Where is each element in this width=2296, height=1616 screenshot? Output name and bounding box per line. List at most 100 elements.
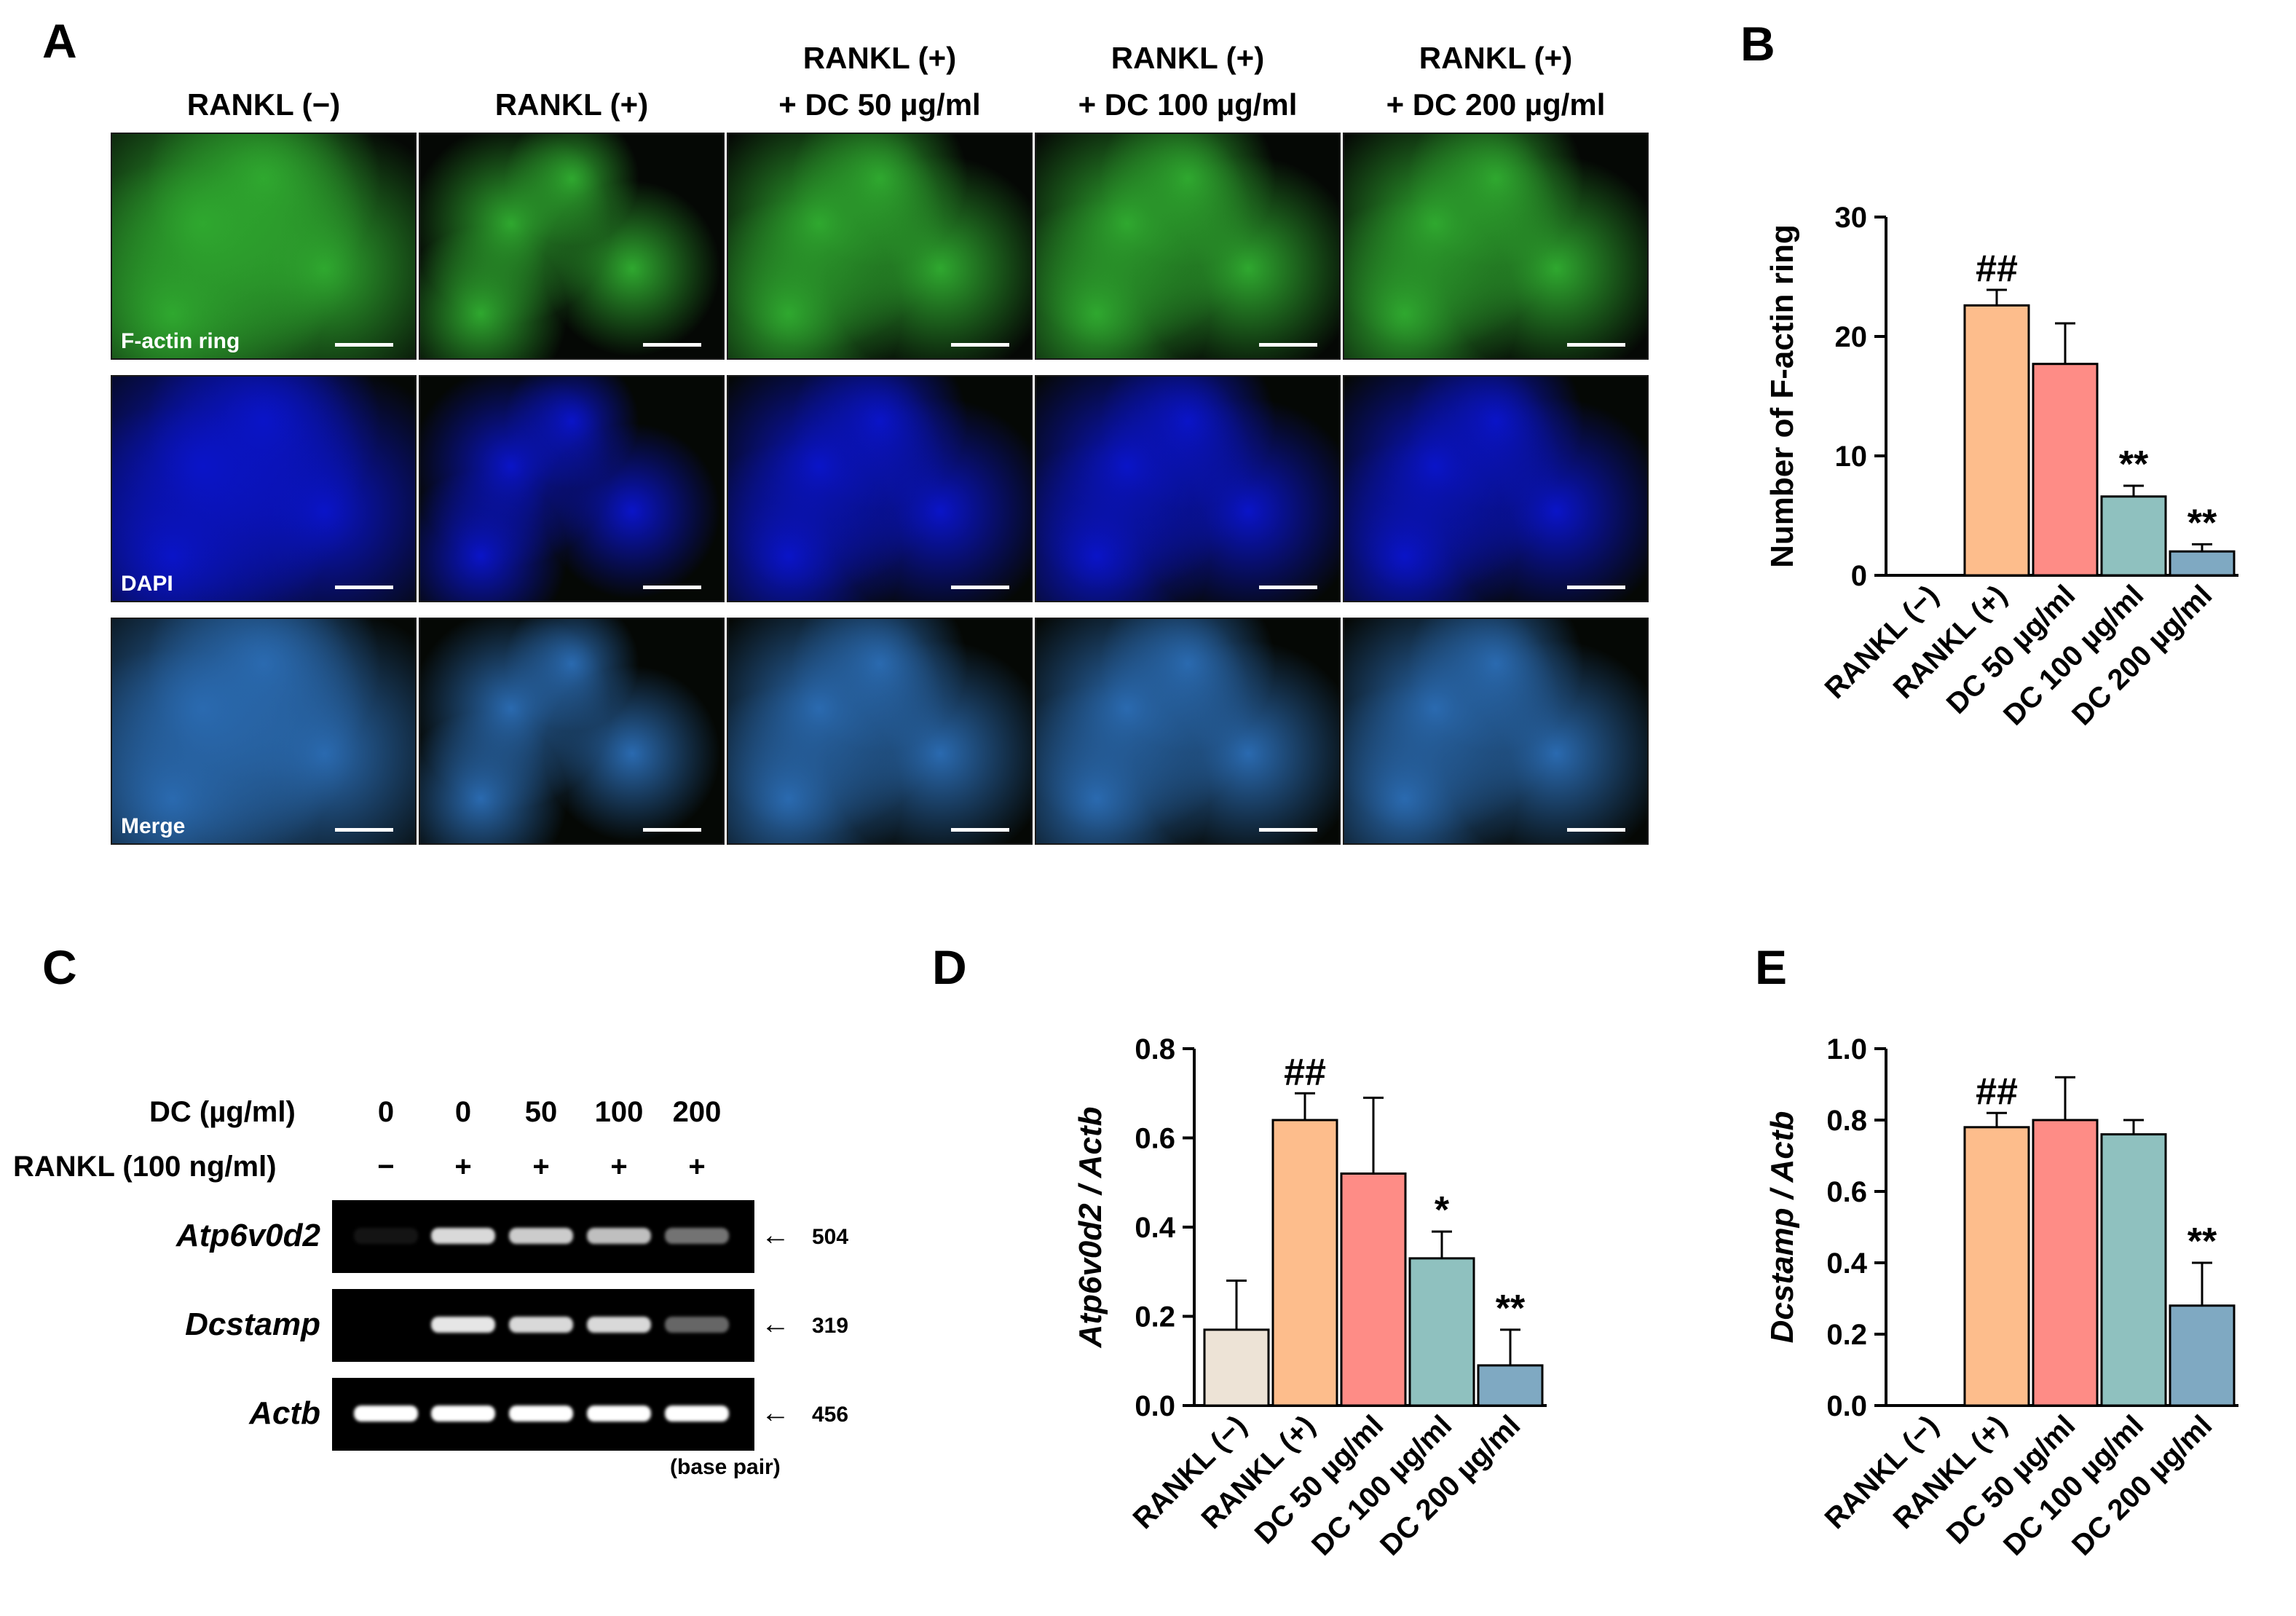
column-header-line1: RANKL (+) xyxy=(1110,41,1265,75)
bar xyxy=(2100,1133,2167,1407)
dc-dose-value: 100 xyxy=(594,1096,644,1128)
scale-bar xyxy=(951,828,1009,832)
y-tick-label: 0.4 xyxy=(1135,1212,1175,1244)
column-header-line2: RANKL (+) xyxy=(494,87,649,122)
gel-band xyxy=(509,1228,573,1244)
bar xyxy=(1963,1126,2030,1407)
band-size-arrow: ← xyxy=(761,1219,790,1251)
band-size-label: 504 xyxy=(812,1225,849,1249)
bar xyxy=(1203,1328,1270,1407)
band-size-label: 319 xyxy=(812,1314,849,1338)
microscopy-image xyxy=(1343,133,1649,360)
dc-dose-value: 0 xyxy=(454,1096,472,1128)
microscopy-image xyxy=(1343,618,1649,845)
column-header-2: RANKL (+) xyxy=(417,82,726,128)
microscopy-image xyxy=(419,618,725,845)
scale-bar xyxy=(1259,828,1317,832)
microscopy-image xyxy=(1035,375,1341,602)
scale-bar xyxy=(335,828,393,832)
gene-label-actb: Actb xyxy=(249,1395,320,1431)
gel-band xyxy=(354,1317,418,1333)
y-tick-label: 0.8 xyxy=(1135,1033,1175,1065)
microscopy-image: F-actin ring xyxy=(111,133,417,360)
scale-bar xyxy=(335,343,393,347)
gel-band xyxy=(665,1228,729,1244)
rankl-value: + xyxy=(454,1151,472,1183)
bar xyxy=(2032,363,2099,577)
significance-mark: ## xyxy=(1976,248,2018,290)
gene-label-dcstamp: Dcstamp xyxy=(185,1306,320,1342)
microscopy-fluorescence xyxy=(1036,619,1339,843)
significance-mark: ## xyxy=(1976,1071,2018,1113)
column-header-line2: + DC 200 µg/ml xyxy=(1386,87,1606,122)
gel-band xyxy=(431,1406,495,1422)
band-size-arrow: ← xyxy=(761,1397,790,1429)
rankl-label: RANKL (100 ng/ml) xyxy=(13,1151,277,1183)
column-header-1: RANKL (−) xyxy=(109,82,418,128)
scale-bar xyxy=(1567,343,1625,347)
microscopy-image xyxy=(419,133,725,360)
rankl-value: + xyxy=(610,1151,628,1183)
panel-letter-c: C xyxy=(42,940,77,994)
y-tick-label: 0.2 xyxy=(1826,1319,1867,1351)
column-header-line2: + DC 50 µg/ml xyxy=(778,87,981,122)
column-header-line2: + DC 100 µg/ml xyxy=(1078,87,1298,122)
rankl-value: + xyxy=(688,1151,706,1183)
microscopy-fluorescence xyxy=(112,377,415,601)
gel-band xyxy=(431,1228,495,1244)
scale-bar xyxy=(951,586,1009,589)
gel-band xyxy=(431,1317,495,1333)
panel-letter-a: A xyxy=(42,14,77,68)
y-tick-label: 0.0 xyxy=(1826,1390,1867,1422)
column-header-line1: RANKL (+) xyxy=(1419,41,1573,75)
y-tick-label: 0.6 xyxy=(1826,1176,1867,1208)
microscopy-image: DAPI xyxy=(111,375,417,602)
scale-bar xyxy=(1259,586,1317,589)
significance-mark: ** xyxy=(2187,1221,2217,1263)
y-axis-label: Number of F-actin ring xyxy=(1764,224,1800,568)
gene-label-atp6v0d2: Atp6v0d2 xyxy=(175,1218,320,1253)
bar xyxy=(1408,1257,1475,1407)
y-tick-label: 1.0 xyxy=(1826,1033,1867,1065)
significance-mark: ## xyxy=(1284,1051,1326,1093)
panel-letter-e: E xyxy=(1755,940,1788,994)
significance-mark: * xyxy=(1435,1189,1450,1231)
gel-band xyxy=(665,1406,729,1422)
gel-band xyxy=(587,1228,651,1244)
microscopy-image: Merge xyxy=(111,618,417,845)
microscopy-image xyxy=(727,375,1033,602)
y-tick-label: 0.2 xyxy=(1135,1301,1175,1333)
dc-dose-value: 200 xyxy=(672,1096,722,1128)
gel-band xyxy=(509,1317,573,1333)
column-header-5: RANKL (+) + DC 200 µg/ml xyxy=(1341,35,1650,128)
panel-letter-d: D xyxy=(932,940,967,994)
y-tick-label: 30 xyxy=(1835,202,1868,234)
microscopy-fluorescence xyxy=(1036,134,1339,358)
y-tick-label: 0.0 xyxy=(1135,1390,1175,1422)
band-size-label: 456 xyxy=(812,1403,849,1427)
y-axis-label: Atp6v0d2 / Actb xyxy=(1073,1107,1108,1349)
microscopy-fluorescence xyxy=(1344,134,1647,358)
microscopy-fluorescence xyxy=(1036,377,1339,601)
bar xyxy=(1340,1172,1407,1407)
dc-dose-label: DC (µg/ml) xyxy=(149,1096,296,1128)
microscopy-image xyxy=(1035,618,1341,845)
microscopy-fluorescence xyxy=(728,134,1031,358)
y-tick-label: 20 xyxy=(1835,321,1868,353)
microscopy-image xyxy=(419,375,725,602)
row-label-0: F-actin ring xyxy=(121,329,240,353)
dc-dose-value: 50 xyxy=(524,1096,558,1128)
column-header-line2: RANKL (−) xyxy=(186,87,341,122)
microscopy-fluorescence xyxy=(1344,619,1647,843)
significance-mark: ** xyxy=(2187,502,2217,544)
y-tick-label: 10 xyxy=(1835,441,1868,473)
y-tick-label: 0.4 xyxy=(1826,1248,1867,1280)
microscopy-image xyxy=(1035,133,1341,360)
gel-band xyxy=(509,1406,573,1422)
y-tick-label: 0 xyxy=(1851,560,1867,592)
bar xyxy=(1271,1119,1338,1407)
column-header-4: RANKL (+) + DC 100 µg/ml xyxy=(1033,35,1342,128)
panel-letter-b: B xyxy=(1740,17,1775,71)
scale-bar xyxy=(951,343,1009,347)
